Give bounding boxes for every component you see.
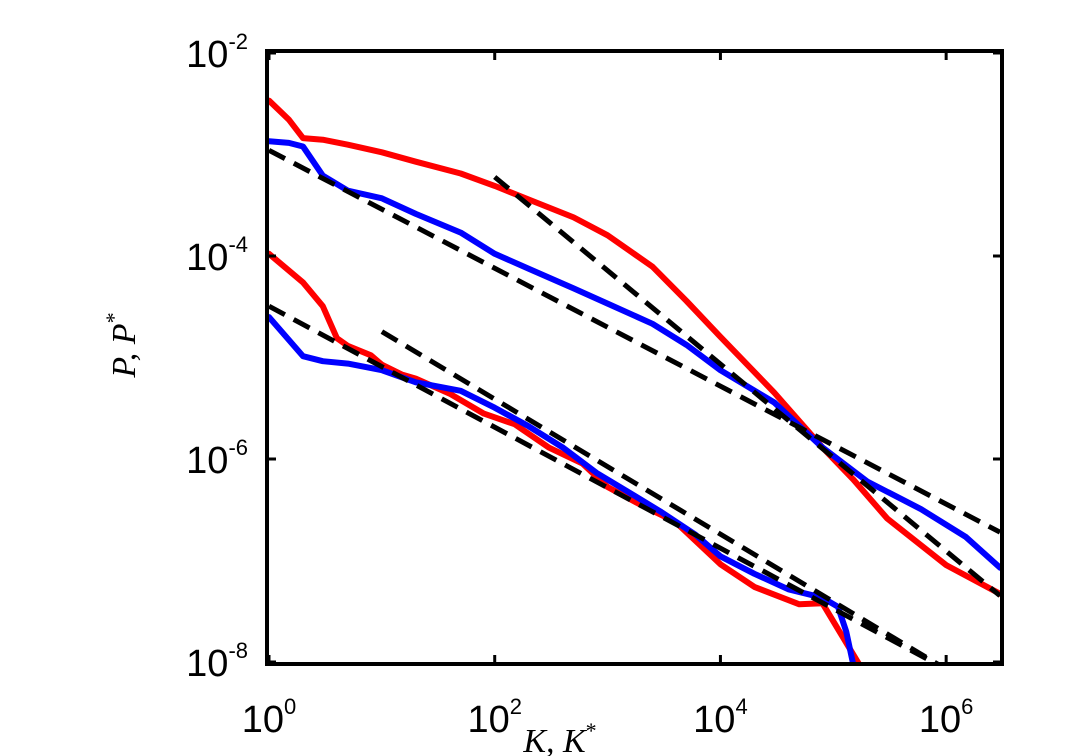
tick-labels: 100 102 104 106 10-2 10-4 10-6 10-8 (186, 29, 973, 741)
fit-line-7 (269, 303, 939, 662)
x-tick-label-3: 104 (693, 694, 748, 741)
y-tick-label-2: 10-4 (186, 232, 248, 279)
plot-frame (265, 49, 1004, 666)
y-axis-label: P, P* (101, 312, 143, 378)
fit-line-8 (380, 329, 940, 662)
series-line-4 (269, 314, 856, 662)
y-tick-label-1: 10-2 (186, 29, 248, 76)
fit-line-5 (269, 148, 1000, 535)
fit-line-6 (493, 175, 1000, 598)
series-line-1 (269, 97, 1000, 597)
y-tick-label-3: 10-6 (186, 435, 248, 482)
x-tick-label-2: 102 (467, 694, 522, 741)
y-tick-label-4: 10-8 (186, 638, 248, 685)
series-line-3 (269, 250, 862, 662)
x-tick-label-4: 106 (919, 694, 974, 741)
x-axis-label: K, K* (522, 718, 596, 756)
ticks-layer (267, 51, 1002, 664)
y-axis-label-text: P, P* (101, 312, 143, 378)
x-tick-label-1: 100 (242, 694, 297, 741)
series-layer (269, 97, 1000, 662)
